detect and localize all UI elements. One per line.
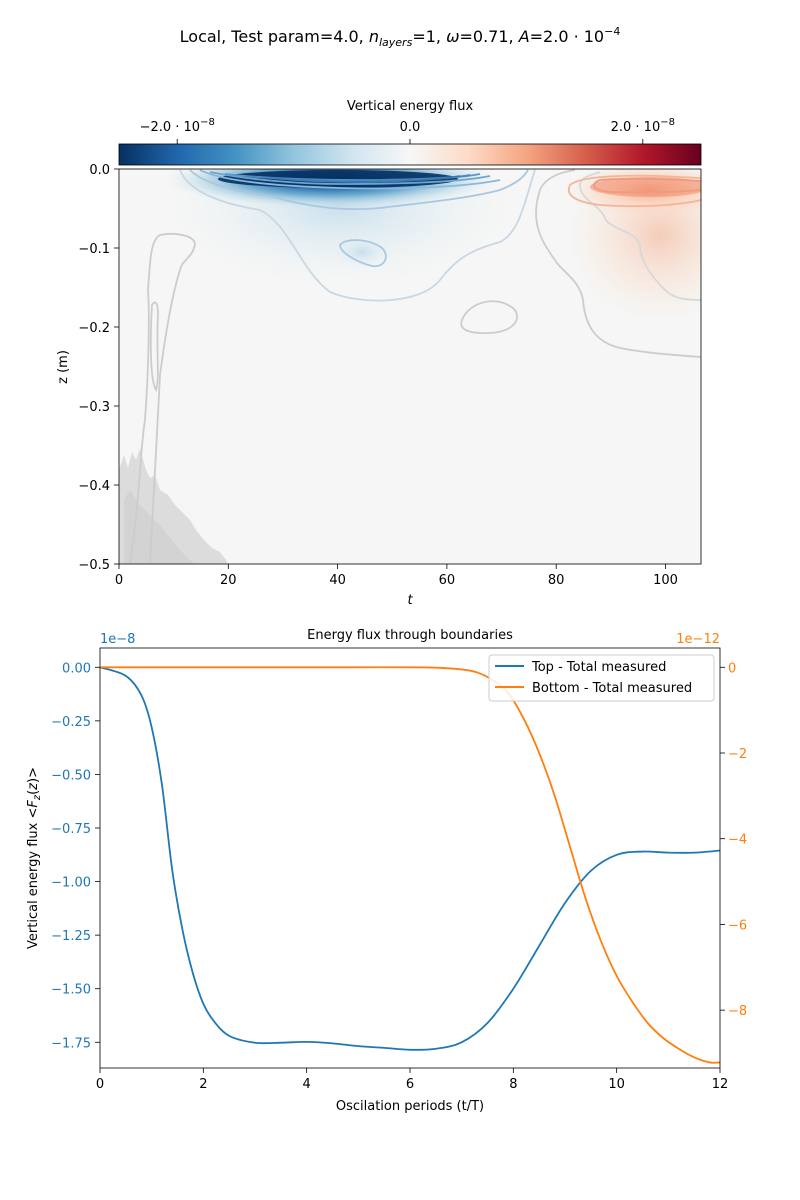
line-chart-right-y-tick-label: −8 bbox=[728, 1004, 747, 1019]
line-chart-left-y-tick-label: −1.75 bbox=[51, 1036, 91, 1051]
legend-label-top: Top - Total measured bbox=[531, 660, 666, 675]
heatmap-y-tick-label: −0.2 bbox=[78, 321, 110, 336]
line-chart-left-y-tick-label: −1.25 bbox=[51, 929, 91, 944]
series-line-top-total-measured bbox=[100, 666, 720, 1051]
colorbar-ticks: −2.0 · 10−8 0.0 2.0 · 10−8 bbox=[140, 117, 675, 144]
colorbar-tick-label: 0.0 bbox=[400, 120, 421, 135]
line-chart-x-tick-label: 8 bbox=[509, 1077, 517, 1092]
line-chart-panel: Energy flux through boundaries 1e−8 1e−1… bbox=[26, 628, 747, 1114]
line-chart-series bbox=[100, 666, 720, 1064]
heatmap-y-ticks: 0.0 −0.1 −0.2 −0.3 −0.4 −0.5 bbox=[78, 163, 119, 573]
line-chart-x-tick-label: 10 bbox=[608, 1077, 625, 1092]
line-chart-x-tick-label: 2 bbox=[199, 1077, 207, 1092]
heatmap-y-tick-label: −0.1 bbox=[78, 242, 110, 257]
heatmap-y-tick-label: 0.0 bbox=[89, 163, 110, 178]
heatmap-y-tick-label: −0.4 bbox=[78, 479, 110, 494]
line-chart-left-y-tick-label: −0.50 bbox=[51, 768, 91, 783]
heatmap-x-tick-label: 60 bbox=[439, 573, 456, 588]
line-chart-x-tick-label: 4 bbox=[303, 1077, 311, 1092]
colorbar-tick-label: −2.0 · 10−8 bbox=[140, 117, 215, 135]
right-axis-scale: 1e−12 bbox=[676, 632, 720, 647]
line-chart-right-y-tick-label: −4 bbox=[728, 833, 747, 848]
heatmap-ylabel: z (m) bbox=[56, 350, 71, 384]
heatmap-contours bbox=[129, 169, 701, 564]
heatmap-x-tick-label: 40 bbox=[329, 573, 346, 588]
heatmap-field bbox=[119, 169, 701, 564]
legend-label-bottom: Bottom - Total measured bbox=[532, 681, 692, 696]
heatmap-panel: 0 20 40 60 80 100 0.0 −0.1 −0.2 −0.3 −0.4 −0.5 t z… bbox=[56, 163, 702, 608]
heatmap-noise-region bbox=[119, 448, 228, 564]
heatmap-x-ticks: 0 20 40 60 80 100 bbox=[115, 564, 678, 588]
line-chart-x-tick-label: 0 bbox=[96, 1077, 104, 1092]
line-chart-x-ticks: 0 2 4 6 8 10 12 bbox=[96, 1068, 728, 1092]
line-chart-frame bbox=[99, 647, 721, 1069]
line-chart-left-y-ticks: 0.00 −0.25 −0.50 −0.75 −1.00 −1.25 −1.50 −1.75 bbox=[51, 661, 100, 1051]
heatmap-x-tick-label: 100 bbox=[653, 573, 678, 588]
line-chart-left-y-tick-label: −1.00 bbox=[51, 876, 91, 891]
heatmap-x-tick-label: 20 bbox=[220, 573, 237, 588]
series-line-bottom-total-measured bbox=[100, 666, 720, 1064]
line-chart-right-y-ticks: 0 −2 −4 −6 −8 bbox=[720, 661, 747, 1019]
line-chart-right-y-tick-label: 0 bbox=[728, 661, 736, 676]
legend-box bbox=[488, 654, 715, 702]
heatmap-x-tick-label: 80 bbox=[548, 573, 565, 588]
line-chart-right-y-tick-label: −6 bbox=[728, 918, 747, 933]
heatmap-y-tick-label: −0.5 bbox=[78, 558, 110, 573]
left-axis-scale: 1e−8 bbox=[100, 632, 135, 647]
line-chart-right-y-tick-label: −2 bbox=[728, 747, 747, 762]
colorbar-gradient bbox=[118, 143, 702, 166]
line-chart-ylabel: Vertical energy flux <Fz(z)> bbox=[26, 767, 43, 949]
heatmap-frame bbox=[118, 168, 702, 565]
line-chart-left-y-tick-label: −0.75 bbox=[51, 822, 91, 837]
line-chart-title: Energy flux through boundaries bbox=[307, 628, 513, 643]
line-chart-left-y-tick-label: 0.00 bbox=[62, 661, 91, 676]
line-chart-xlabel: Oscilation periods (t/T) bbox=[336, 1099, 484, 1114]
line-chart-x-tick-label: 6 bbox=[406, 1077, 414, 1092]
line-chart-left-y-tick-label: −0.25 bbox=[51, 715, 91, 730]
line-chart-left-y-tick-label: −1.50 bbox=[51, 983, 91, 998]
heatmap-xlabel: t bbox=[407, 593, 413, 608]
colorbar-tick-label: 2.0 · 10−8 bbox=[611, 117, 675, 135]
colorbar-label: Vertical energy flux bbox=[347, 99, 474, 114]
figure-suptitle: Local, Test param=4.0, nlayers=1, ω=0.71… bbox=[180, 25, 621, 49]
line-chart-legend: Top - Total measured Bottom - Total meas… bbox=[488, 654, 715, 702]
colorbar: Vertical energy flux −2.0 · 10−8 0.0 2.0 ·… bbox=[118, 99, 702, 166]
line-chart-x-tick-label: 12 bbox=[712, 1077, 729, 1092]
heatmap-x-tick-label: 0 bbox=[115, 573, 123, 588]
heatmap-y-tick-label: −0.3 bbox=[78, 400, 110, 415]
